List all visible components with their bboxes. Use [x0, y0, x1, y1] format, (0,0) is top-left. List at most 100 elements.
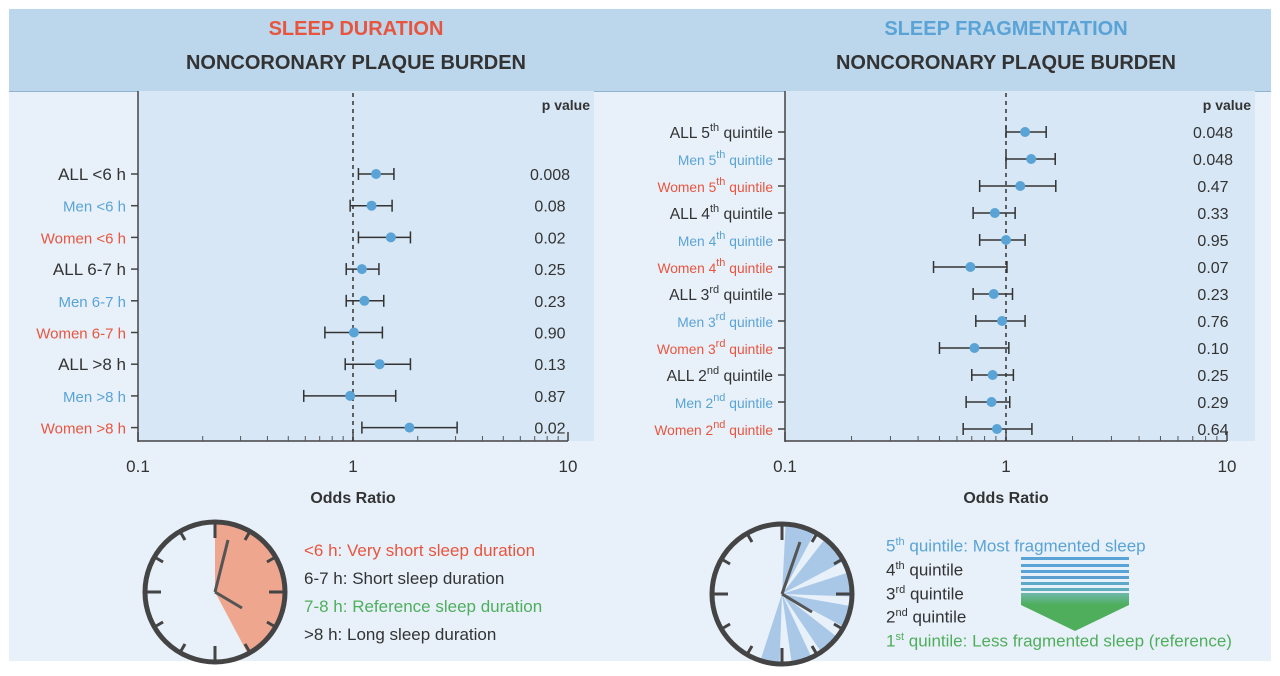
p-value: 0.95 — [1197, 233, 1228, 250]
clock-hour-hand — [781, 592, 813, 614]
x-tick-label: 10 — [559, 457, 578, 476]
row-label: Women 6-7 h — [36, 326, 126, 343]
left-panel-title: SLEEP DURATION — [268, 18, 444, 40]
clock-tick — [179, 643, 187, 652]
row-label: Men 5th quintile — [678, 149, 773, 168]
odds-ratio-point — [1001, 235, 1011, 245]
clock-rim — [142, 519, 288, 665]
p-value: 0.02 — [534, 421, 565, 438]
odds-ratio-point — [374, 359, 385, 370]
clock-tick — [266, 620, 275, 628]
fragmentation-legend-item: 1st quintile: Less fragmented sleep (ref… — [886, 631, 1232, 651]
fragmentation-legend-item: 3rd quintile — [886, 584, 964, 604]
row-label: Women 3rd quintile — [657, 338, 773, 357]
clock-tick — [155, 620, 164, 628]
clock-tick — [722, 558, 731, 566]
row-label: Men 4th quintile — [678, 230, 773, 249]
p-value: 0.29 — [1197, 395, 1228, 412]
row-label: Men 2nd quintile — [675, 392, 773, 411]
p-value: 0.23 — [1197, 287, 1228, 304]
row-label: Men <6 h — [63, 199, 126, 216]
gradient-stripe — [1021, 564, 1129, 567]
short-sleep-wedge — [215, 522, 286, 654]
gradient-arrow — [1021, 605, 1129, 631]
gradient-stripe — [1021, 570, 1129, 573]
row-label: ALL 3rd quintile — [669, 284, 773, 304]
clock-tick — [243, 532, 251, 541]
p-value: 0.10 — [1197, 341, 1228, 358]
p-value: 0.25 — [1197, 368, 1228, 385]
gradient-stripe — [1021, 557, 1129, 560]
x-axis-label: Odds Ratio — [310, 490, 396, 507]
gradient-stripe — [1021, 588, 1129, 591]
odds-ratio-point — [1015, 181, 1026, 191]
p-value: 0.048 — [1193, 152, 1233, 169]
clock-minute-hand — [780, 541, 802, 595]
sleep-fragmentation-clock — [709, 521, 855, 667]
p-value: 0.02 — [534, 230, 565, 247]
right-panel-subtitle: NONCORONARY PLAQUE BURDEN — [835, 52, 1177, 74]
odds-ratio-point — [385, 232, 396, 243]
row-label: Men >8 h — [63, 389, 126, 406]
clock-tick — [746, 534, 754, 543]
row-label: Men 3rd quintile — [677, 311, 773, 330]
p-value: 0.08 — [534, 199, 565, 216]
odds-ratio-point — [989, 208, 1000, 218]
fragment-wedge — [782, 594, 851, 627]
row-label: ALL 4th quintile — [670, 203, 773, 223]
plot-area-1 — [785, 91, 1255, 441]
fragment-wedge — [782, 594, 812, 664]
p-value-header: p value — [542, 97, 590, 113]
p-value: 0.87 — [534, 389, 565, 406]
fragmentation-legend-item: 4th quintile — [886, 560, 964, 580]
odds-ratio-point — [371, 169, 382, 179]
p-value: 0.47 — [1197, 179, 1228, 196]
clock-tick — [810, 645, 818, 654]
x-tick-label: 0.1 — [126, 457, 150, 476]
p-value: 0.33 — [1197, 206, 1228, 223]
duration-legend-item: <6 h: Very short sleep duration — [304, 541, 536, 560]
row-label: Women 2nd quintile — [654, 419, 773, 438]
clock-tick — [179, 532, 187, 541]
odds-ratio-point — [986, 397, 997, 407]
odds-ratio-point — [969, 343, 980, 353]
clock-tick — [833, 622, 842, 630]
fragment-wedge — [782, 594, 838, 653]
clock-tick — [810, 534, 818, 543]
p-value: 0.13 — [534, 357, 565, 374]
fragmentation-legend-item: 2nd quintile — [886, 607, 967, 627]
p-value: 0.90 — [534, 326, 565, 343]
odds-ratio-point — [1026, 154, 1037, 164]
odds-ratio-point — [997, 316, 1008, 326]
fragment-wedge — [782, 524, 815, 594]
p-value: 0.008 — [530, 167, 570, 184]
clock-hour-hand — [214, 590, 243, 610]
p-value: 0.07 — [1197, 260, 1228, 277]
fragment-wedge — [760, 594, 782, 664]
odds-ratio-point — [359, 295, 370, 306]
odds-ratio-point — [345, 390, 356, 401]
p-value: 0.048 — [1193, 125, 1233, 142]
clock-tick — [243, 643, 251, 652]
gradient-stripe — [1021, 576, 1129, 579]
row-label: Women 4th quintile — [657, 257, 773, 276]
plot-area-0 — [138, 91, 594, 441]
x-tick-label: 0.1 — [773, 457, 797, 476]
row-label: ALL <6 h — [58, 165, 126, 184]
odds-ratio-point — [366, 200, 377, 211]
x-axis-label: Odds Ratio — [963, 490, 1049, 507]
clock-minute-hand — [213, 539, 230, 593]
duration-legend-item: 7-8 h: Reference sleep duration — [304, 597, 543, 616]
row-label: ALL 2nd quintile — [667, 365, 773, 385]
gradient-bar — [1021, 593, 1129, 605]
gradient-stripe — [1021, 582, 1129, 585]
fragment-wedge — [782, 572, 852, 597]
fragmentation-legend-item: 5th quintile: Most fragmented sleep — [886, 536, 1146, 556]
odds-ratio-point — [988, 289, 999, 299]
row-label: ALL 5th quintile — [670, 122, 773, 142]
odds-ratio-point — [991, 424, 1002, 434]
row-label: Women >8 h — [41, 421, 126, 438]
x-tick-label: 1 — [1001, 457, 1010, 476]
row-label: ALL >8 h — [58, 355, 126, 374]
header-band — [9, 9, 1271, 92]
